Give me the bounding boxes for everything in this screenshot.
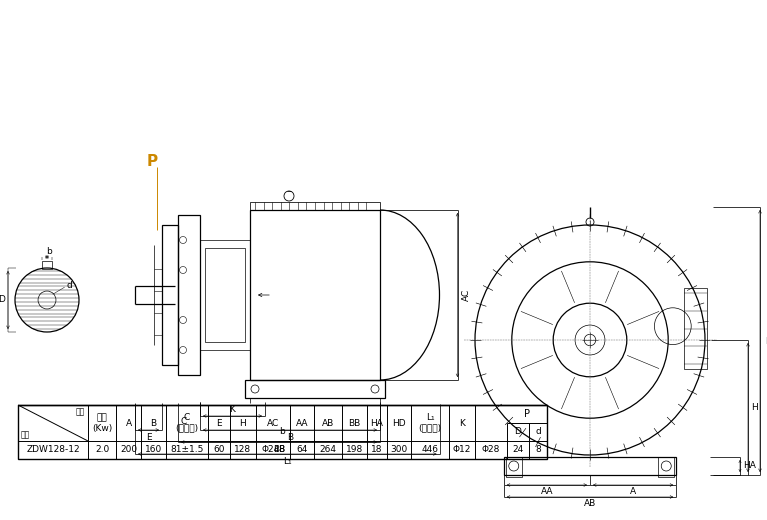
Text: 446: 446 — [422, 446, 439, 454]
Text: 128: 128 — [235, 446, 252, 454]
Text: ZDW128-12: ZDW128-12 — [26, 446, 80, 454]
Text: A: A — [126, 419, 132, 427]
Text: C: C — [181, 418, 187, 426]
Text: Φ248: Φ248 — [261, 446, 285, 454]
Text: d: d — [535, 427, 541, 436]
Bar — [504, 457, 676, 475]
Text: D: D — [515, 427, 522, 436]
Text: 尺寸: 尺寸 — [76, 407, 85, 416]
Text: 功率
(Kw): 功率 (Kw) — [92, 413, 112, 433]
Text: L₁
(工作时): L₁ (工作时) — [419, 413, 442, 433]
Text: 18: 18 — [371, 446, 383, 454]
Text: d: d — [66, 281, 72, 290]
Bar — [684, 288, 707, 369]
Bar — [245, 380, 385, 398]
Text: H: H — [751, 403, 757, 412]
Text: E: E — [146, 433, 151, 441]
Text: K: K — [459, 419, 465, 427]
Text: b: b — [280, 427, 285, 436]
Text: HA: HA — [743, 462, 756, 471]
Bar — [42, 261, 52, 269]
Text: B: B — [150, 419, 156, 427]
Text: HD: HD — [392, 419, 406, 427]
Text: AB: AB — [322, 419, 334, 427]
Text: AA: AA — [541, 487, 553, 496]
Text: 200: 200 — [120, 446, 137, 454]
Bar — [505, 457, 522, 477]
Text: b: b — [46, 248, 52, 256]
Text: D: D — [0, 295, 5, 305]
Text: BB: BB — [273, 445, 285, 453]
Text: 81±1.5: 81±1.5 — [170, 446, 204, 454]
Bar — [200, 240, 250, 350]
Text: C
(工作时): C (工作时) — [176, 413, 199, 433]
Text: A: A — [630, 487, 636, 496]
Text: 264: 264 — [320, 446, 337, 454]
Text: BB: BB — [348, 419, 360, 427]
Bar — [250, 202, 380, 210]
Bar — [658, 457, 674, 477]
Text: HA: HA — [370, 419, 384, 427]
Text: AB: AB — [584, 499, 596, 508]
Text: L₁: L₁ — [283, 457, 291, 465]
Text: AC: AC — [462, 289, 471, 301]
Text: P: P — [524, 409, 530, 419]
Text: HD: HD — [765, 336, 767, 345]
Text: 8: 8 — [535, 446, 541, 454]
Text: 2.0: 2.0 — [95, 446, 109, 454]
Text: Φ12: Φ12 — [453, 446, 471, 454]
Text: E: E — [216, 419, 222, 427]
Text: P: P — [146, 154, 157, 170]
Bar — [18, 405, 547, 459]
Text: B: B — [287, 433, 293, 441]
Text: 型号: 型号 — [21, 430, 30, 439]
Text: K: K — [229, 405, 235, 413]
Text: 300: 300 — [390, 446, 407, 454]
Text: H: H — [239, 419, 246, 427]
Bar — [205, 248, 245, 342]
Bar — [178, 215, 200, 375]
Text: 198: 198 — [346, 446, 363, 454]
Bar — [250, 210, 380, 380]
Text: 24: 24 — [512, 446, 524, 454]
Text: Φ28: Φ28 — [482, 446, 500, 454]
Text: 60: 60 — [213, 446, 225, 454]
Text: 64: 64 — [296, 446, 308, 454]
Text: 160: 160 — [145, 446, 162, 454]
Text: AA: AA — [296, 419, 308, 427]
Text: AC: AC — [267, 419, 279, 427]
Bar — [162, 225, 178, 365]
